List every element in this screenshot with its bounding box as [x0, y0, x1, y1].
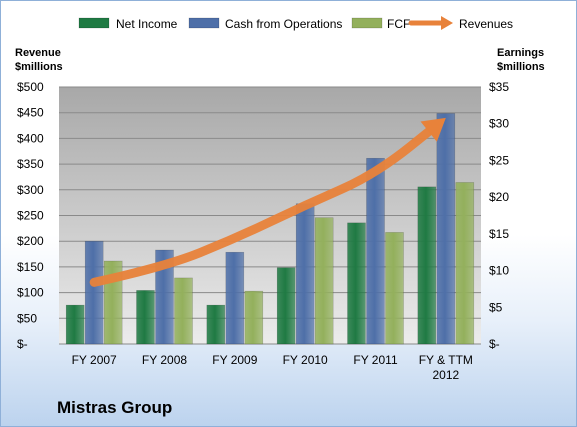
- axis-titles: Revenue $millions Earnings $millions: [15, 47, 545, 73]
- x-axis: FY 2007 FY 2008 FY 2009 FY 2010 FY 2011 FY & …: [72, 353, 473, 382]
- right-tick-label: $15: [489, 227, 509, 241]
- legend-label: Revenues: [459, 17, 513, 31]
- revenue-arrow-head: [420, 117, 446, 142]
- legend-swatch-net-income: [78, 17, 110, 29]
- right-axis-title: Earnings: [497, 47, 544, 59]
- left-tick-label: $300: [17, 183, 44, 197]
- left-axis: $- $50 $100 $150 $200 $250 $300 $350 $400 $450 $50…: [17, 80, 44, 351]
- left-tick-label: $-: [17, 337, 28, 351]
- x-tick-label: FY 2007: [72, 353, 117, 367]
- bar-fcf: [385, 232, 404, 345]
- company-title: Mistras Group: [57, 398, 173, 417]
- legend-label: FCF: [387, 17, 410, 31]
- right-tick-label: $-: [489, 337, 500, 351]
- left-tick-label: $150: [17, 260, 44, 274]
- left-tick-label: $250: [17, 209, 44, 223]
- right-tick-label: $5: [489, 300, 503, 314]
- left-tick-label: $100: [17, 286, 44, 300]
- right-tick-label: $35: [489, 80, 509, 94]
- left-tick-label: $350: [17, 157, 44, 171]
- bar-cash-from-operations: [225, 251, 245, 345]
- x-tick-label: FY & TTM: [419, 353, 473, 367]
- bar-net-income: [276, 267, 296, 345]
- x-tick-label: FY 2010: [283, 353, 328, 367]
- right-axis-title: $millions: [497, 61, 545, 73]
- bar-fcf: [455, 182, 475, 345]
- left-axis-title: $millions: [15, 61, 63, 73]
- legend-swatch-fcf: [351, 17, 383, 29]
- bar-cash-from-operations: [295, 203, 315, 345]
- legend-label: Cash from Operations: [225, 17, 342, 31]
- right-tick-label: $10: [489, 264, 509, 278]
- bar-cash-from-operations: [436, 113, 456, 345]
- right-tick-label: $30: [489, 117, 509, 131]
- x-tick-label: FY 2009: [212, 353, 257, 367]
- left-tick-label: $500: [17, 80, 44, 94]
- revenue-arrow-line: [89, 127, 434, 287]
- left-tick-label: $50: [17, 311, 37, 325]
- left-tick-label: $450: [17, 106, 44, 120]
- right-tick-label: $20: [489, 190, 509, 204]
- x-tick-label: 2012: [432, 368, 459, 382]
- legend-swatch-revenues-head: [441, 16, 453, 30]
- bar-net-income: [417, 186, 437, 345]
- x-tick-label: FY 2008: [142, 353, 187, 367]
- legend: Net Income Cash from Operations FCF Revenue…: [78, 16, 513, 31]
- legend-label: Net Income: [116, 17, 178, 31]
- x-tick-label: FY 2011: [353, 353, 398, 367]
- left-axis-title: Revenue: [15, 47, 61, 59]
- right-tick-label: $25: [489, 153, 509, 167]
- right-axis: $- $5 $10 $15 $20 $25 $30 $35: [489, 80, 509, 351]
- left-tick-label: $400: [17, 131, 44, 145]
- bar-net-income: [65, 304, 85, 345]
- bar-cash-from-operations: [84, 240, 104, 345]
- bar-cash-from-operations: [366, 157, 385, 345]
- bar-fcf: [244, 290, 264, 345]
- bar-net-income: [136, 290, 155, 345]
- legend-swatch-cash-from-operations: [188, 17, 220, 29]
- bar-cash-from-operations: [155, 249, 174, 345]
- bar-fcf: [314, 217, 334, 345]
- bar-net-income: [206, 304, 226, 345]
- bar-fcf: [174, 277, 193, 345]
- left-tick-label: $200: [17, 234, 44, 248]
- bar-net-income: [347, 222, 366, 345]
